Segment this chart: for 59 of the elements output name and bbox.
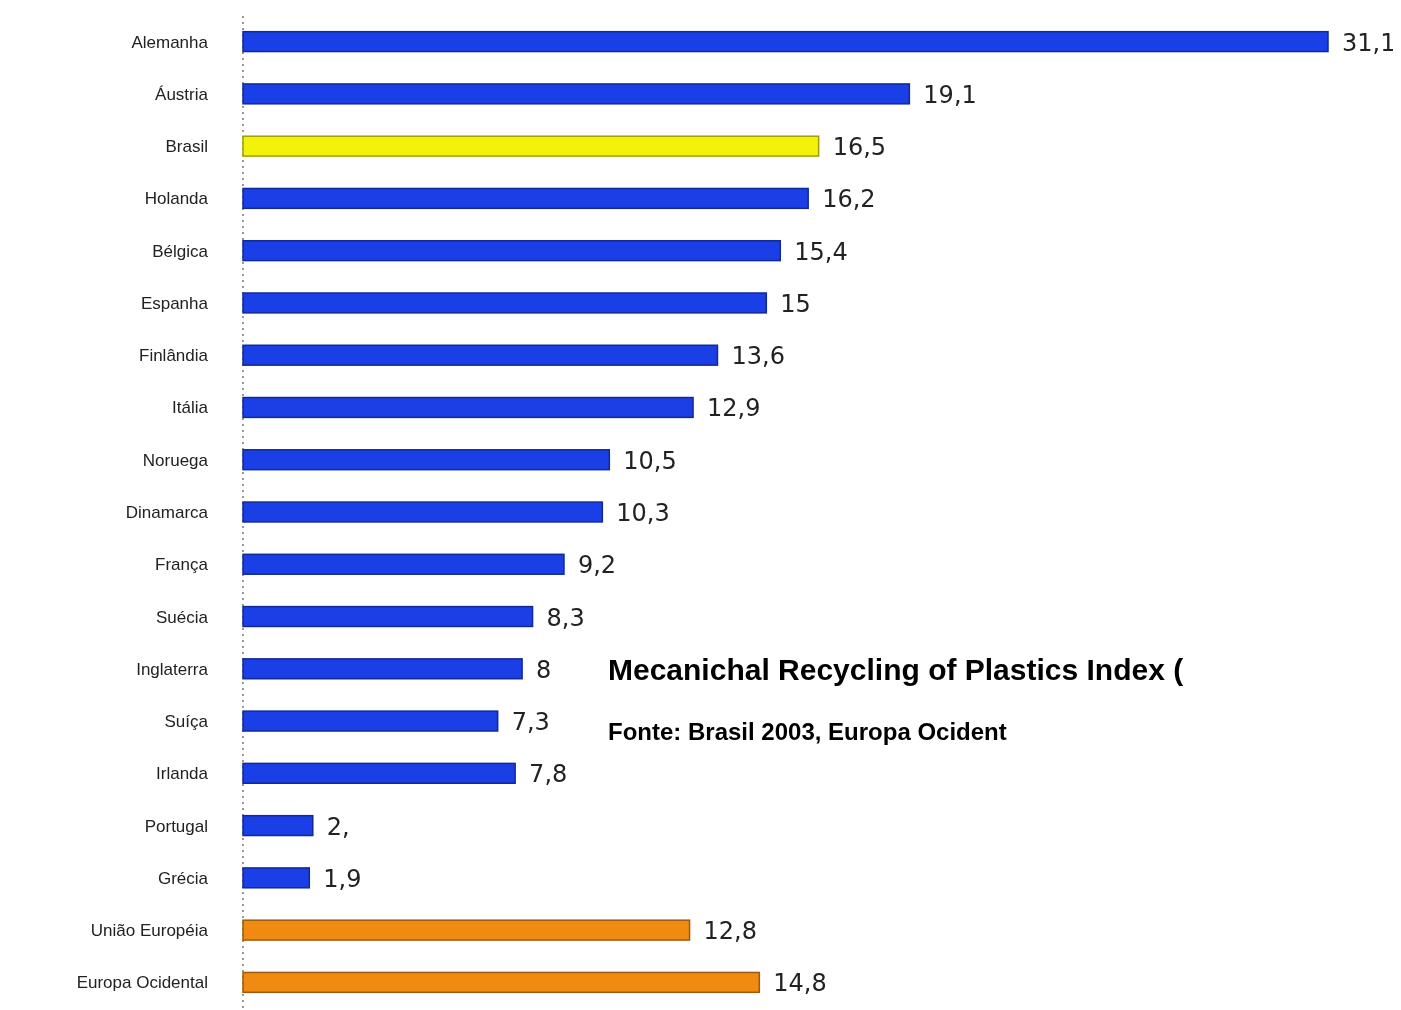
y-tick-label: Bélgica: [152, 241, 209, 261]
bar: [242, 867, 311, 889]
y-tick-label: Itália: [172, 398, 209, 418]
data-label: 13,6: [731, 342, 785, 371]
bar: [242, 83, 911, 105]
data-label: 2,: [326, 812, 350, 841]
data-label: 12,9: [707, 394, 761, 423]
bar: [242, 239, 782, 262]
y-tick-label: Irlanda: [156, 764, 209, 784]
text: Fonte: Brasil 2003, Europa Ocident: [608, 718, 1007, 745]
data-label: 19,1: [923, 80, 977, 109]
bar: [242, 344, 719, 366]
y-tick-label: França: [155, 555, 209, 575]
bar: [242, 605, 534, 628]
data-label: 10,5: [623, 446, 677, 475]
data-label: 1,9: [323, 864, 362, 893]
y-tick-label: Alemanha: [131, 32, 209, 52]
y-tick-label: Suíça: [164, 712, 209, 732]
bar: [242, 187, 809, 210]
data-label: 31,1: [1342, 28, 1396, 57]
bar: [242, 135, 820, 157]
bar: [242, 658, 523, 680]
y-tick-label: Suécia: [156, 607, 209, 627]
bar: [242, 919, 691, 941]
data-label: 8,3: [546, 603, 585, 632]
data-label: 16,2: [822, 185, 876, 214]
data-label: 12,8: [703, 917, 757, 946]
y-tick-label: Inglaterra: [136, 659, 209, 679]
bar: [242, 30, 1329, 53]
data-label: 8: [536, 655, 552, 684]
y-tick-label: Portugal: [144, 816, 208, 836]
bar: [242, 449, 611, 471]
data-label: 15: [780, 289, 811, 318]
y-tick-label: Espanha: [140, 293, 209, 313]
bar: [242, 396, 694, 419]
y-tick-label: Brasil: [165, 137, 208, 157]
y-tick-label: Dinamarca: [125, 503, 209, 522]
y-tick-label: Grécia: [157, 868, 209, 888]
text: Mecanichal Recycling of Plastics Index (: [608, 653, 1184, 686]
bar: [242, 553, 565, 575]
y-tick-label: Finlândia: [139, 346, 209, 366]
y-tick-label: Europa Ocidental: [76, 973, 208, 993]
y-tick-label: Noruega: [142, 450, 209, 470]
bar: [242, 971, 761, 994]
bar: [242, 814, 314, 837]
data-label: 10,3: [616, 499, 670, 527]
bar: [242, 292, 768, 314]
data-label: 7,8: [529, 760, 568, 789]
y-tick-label: Áustria: [155, 84, 209, 104]
data-label: 7,3: [511, 708, 550, 737]
data-label: 15,4: [794, 237, 848, 266]
data-label: 9,2: [577, 551, 617, 580]
bar: [242, 762, 516, 785]
data-label: 14,8: [773, 969, 827, 998]
bar: [242, 501, 604, 523]
bar: [242, 710, 499, 732]
data-label: 16,5: [832, 133, 887, 162]
y-tick-label: Holanda: [144, 189, 209, 209]
y-tick-label: União Européia: [90, 921, 209, 941]
